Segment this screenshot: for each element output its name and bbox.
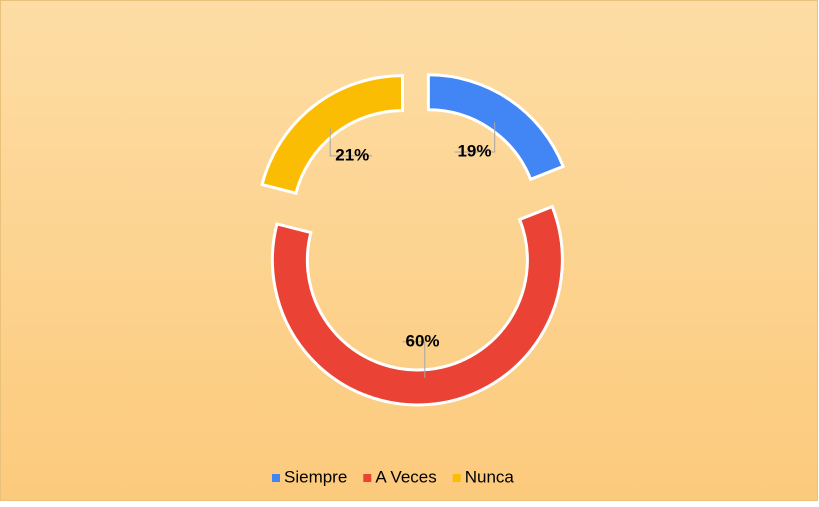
- leader-line: [402, 341, 426, 378]
- donut-segment: [426, 73, 566, 182]
- data-label: 21%: [335, 145, 369, 164]
- legend-label: Siempre: [284, 467, 347, 486]
- donut-segment: [270, 204, 564, 407]
- legend-swatch: [363, 474, 372, 482]
- legend-swatch: [452, 474, 461, 482]
- data-label: 60%: [406, 331, 440, 350]
- donut-segment: [260, 74, 405, 196]
- legend-label: Nunca: [465, 467, 515, 486]
- data-label: 19%: [457, 141, 491, 160]
- leader-line: [329, 127, 373, 157]
- legend-label: A Veces: [375, 467, 436, 486]
- leader-line: [454, 122, 496, 153]
- legend-swatch: [272, 474, 280, 482]
